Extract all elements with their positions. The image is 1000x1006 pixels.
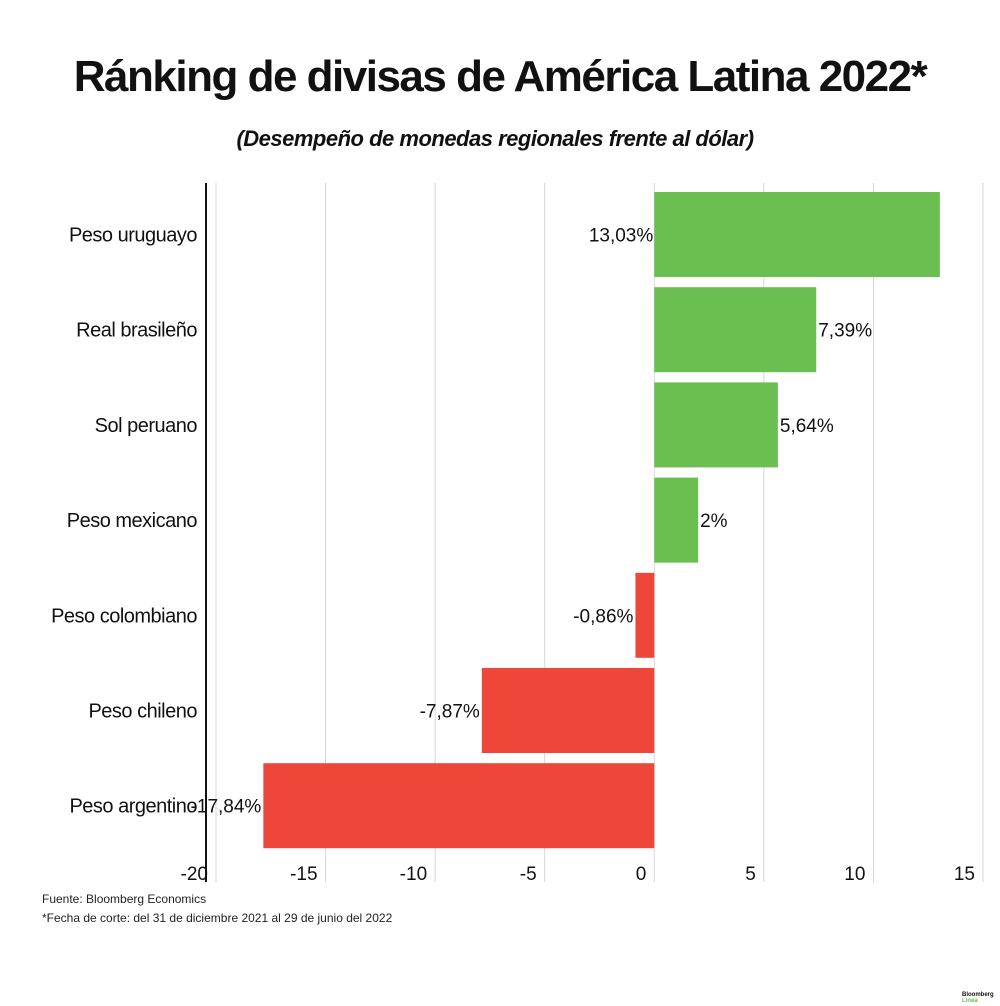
category-label: Peso argentino [69, 796, 197, 818]
data-label: 5,64% [780, 416, 834, 437]
x-tick-label: -10 [400, 864, 427, 885]
bloomberg-linea-logo: Bloomberg Línea [962, 992, 994, 1004]
data-label: 7,39% [818, 321, 872, 342]
bar [654, 382, 778, 468]
x-tick-label: -15 [290, 864, 317, 885]
data-label: -7,87% [420, 702, 480, 723]
bar [635, 572, 655, 658]
bar [654, 287, 817, 373]
x-tick-label: -5 [520, 864, 537, 885]
category-label: Peso mexicano [67, 510, 198, 532]
chart-title: Ránking de divisas de América Latina 202… [73, 52, 928, 101]
category-label: Peso colombiano [51, 605, 197, 627]
category-label: Peso uruguayo [69, 225, 197, 247]
bar [263, 763, 655, 849]
source-note: Fuente: Bloomberg Economics [42, 892, 207, 906]
data-label: 2% [700, 511, 728, 532]
logo-subtext: Línea [962, 998, 978, 1004]
data-label: -17,84% [191, 797, 262, 818]
data-label: -0,86% [573, 606, 633, 627]
x-tick-label: 10 [844, 864, 865, 885]
category-label: Real brasileño [76, 320, 197, 342]
x-tick-label: 15 [954, 864, 975, 885]
category-label: Peso chileno [88, 701, 197, 723]
bar [654, 477, 699, 563]
x-tick-label: 0 [636, 864, 647, 885]
data-label: 13,03% [589, 226, 654, 247]
chart-subtitle: (Desempeño de monedas regionales frente … [236, 126, 754, 151]
x-tick-label: -20 [181, 864, 208, 885]
bar [654, 192, 940, 277]
x-tick-label: 5 [745, 864, 756, 885]
bar [481, 668, 655, 753]
date-footnote: *Fecha de corte: del 31 de diciembre 202… [42, 911, 393, 925]
category-label: Sol peruano [95, 415, 198, 437]
